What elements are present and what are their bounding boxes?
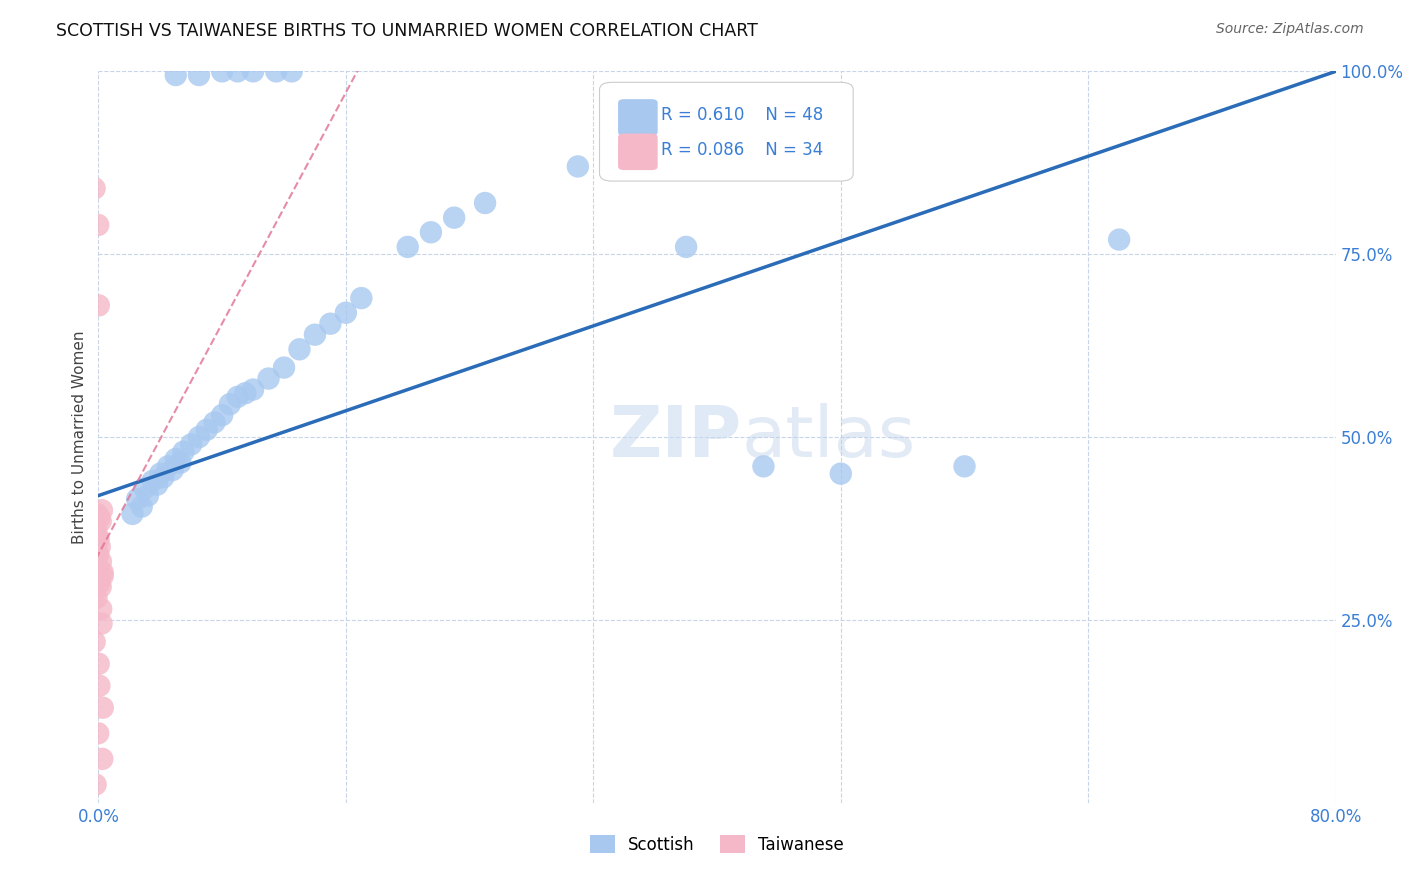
Point [173, 444, 195, 458]
Point [152, 470, 174, 484]
Point [89, 591, 111, 605]
Point [89, 181, 111, 195]
Point [180, 437, 202, 451]
Point [83, 635, 105, 649]
Point [87, 616, 110, 631]
Point [304, 327, 326, 342]
Point [89, 554, 111, 568]
Y-axis label: Births to Unmarried Women: Births to Unmarried Women [72, 330, 87, 544]
Point [830, 467, 852, 481]
Point [86, 514, 108, 528]
Point [87, 543, 110, 558]
Text: SCOTTISH VS TAIWANESE BIRTHS TO UNMARRIED WOMEN CORRELATION CHART: SCOTTISH VS TAIWANESE BIRTHS TO UNMARRIE… [56, 22, 758, 40]
Point [567, 160, 589, 174]
Point [84, 752, 107, 766]
Point [91, 700, 114, 714]
Point [628, 137, 651, 152]
Point [242, 383, 264, 397]
FancyBboxPatch shape [619, 134, 658, 170]
Point [396, 240, 419, 254]
Point [211, 408, 233, 422]
Point [443, 211, 465, 225]
Point [169, 456, 191, 470]
Point [89, 218, 111, 232]
Point [157, 459, 180, 474]
Point [165, 68, 187, 82]
FancyBboxPatch shape [619, 99, 658, 136]
Legend: Scottish, Taiwanese: Scottish, Taiwanese [583, 829, 851, 860]
Point [89, 529, 111, 543]
Point [195, 423, 218, 437]
Point [91, 777, 114, 792]
Text: Source: ZipAtlas.com: Source: ZipAtlas.com [1216, 22, 1364, 37]
Point [83, 602, 105, 616]
Text: R = 0.610    N = 48: R = 0.610 N = 48 [661, 106, 824, 124]
Point [146, 477, 169, 491]
FancyBboxPatch shape [599, 82, 853, 181]
Point [84, 517, 107, 532]
Point [1108, 233, 1130, 247]
Point [83, 298, 105, 312]
Point [226, 64, 249, 78]
Point [335, 306, 357, 320]
Point [90, 536, 112, 550]
Point [86, 547, 108, 561]
Text: R = 0.086    N = 34: R = 0.086 N = 34 [661, 141, 824, 159]
Point [188, 68, 211, 82]
Point [350, 291, 373, 305]
Point [84, 533, 107, 547]
Point [675, 240, 697, 254]
Point [131, 500, 153, 514]
Point [136, 489, 159, 503]
Point [134, 481, 156, 495]
Point [89, 540, 111, 554]
Point [87, 507, 110, 521]
Point [474, 196, 496, 211]
Point [86, 679, 108, 693]
Text: ZIP: ZIP [610, 402, 742, 472]
Point [121, 507, 143, 521]
Point [165, 452, 187, 467]
Point [419, 225, 441, 239]
Point [266, 64, 288, 78]
Point [752, 459, 775, 474]
Point [953, 459, 976, 474]
Point [87, 521, 110, 535]
Point [89, 580, 111, 594]
Point [83, 510, 105, 524]
Point [87, 569, 110, 583]
Point [149, 467, 172, 481]
Point [319, 317, 342, 331]
Point [87, 503, 110, 517]
Text: atlas: atlas [742, 402, 917, 472]
Point [87, 573, 110, 587]
Point [86, 550, 108, 565]
Point [273, 360, 295, 375]
Point [204, 416, 226, 430]
Point [242, 64, 264, 78]
Point [91, 525, 114, 540]
Point [84, 562, 107, 576]
Point [162, 463, 184, 477]
Point [127, 492, 149, 507]
Point [83, 566, 105, 580]
Point [86, 576, 108, 591]
Point [86, 726, 108, 740]
Point [188, 430, 211, 444]
Point [226, 390, 249, 404]
Point [235, 386, 257, 401]
Point [257, 371, 280, 385]
Point [142, 474, 165, 488]
Point [288, 343, 311, 357]
Point [281, 64, 304, 78]
Point [90, 657, 112, 671]
Point [219, 397, 242, 411]
Point [211, 64, 233, 78]
